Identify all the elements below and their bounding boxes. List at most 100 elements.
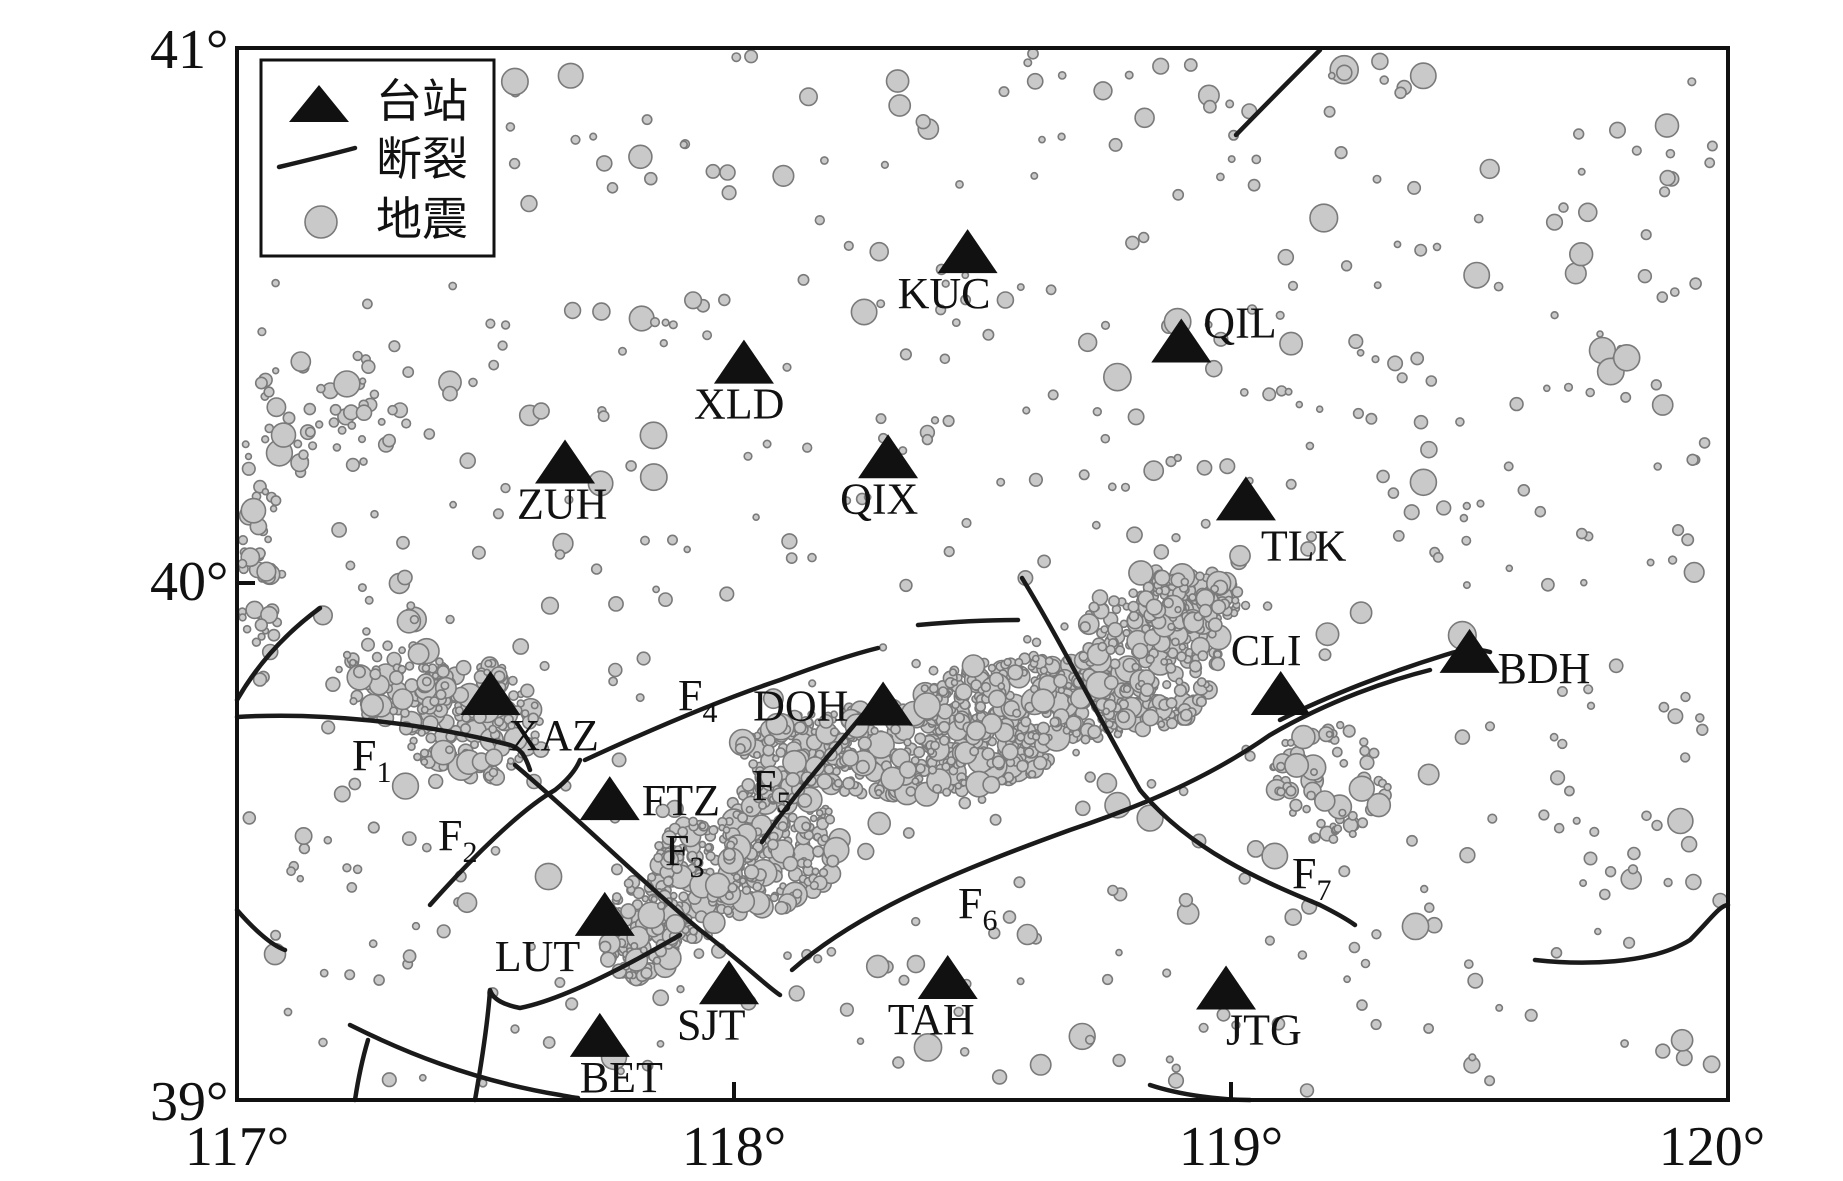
earthquake-marker: [554, 549, 566, 560]
earthquake-marker: [898, 974, 910, 986]
earthquake-marker: [352, 665, 366, 679]
earthquake-marker: [775, 747, 787, 758]
earthquake-marker: [1599, 888, 1611, 901]
earthquake-marker: [802, 858, 813, 869]
earthquake-marker: [520, 194, 538, 213]
earthquake-marker: [1200, 518, 1211, 529]
legend-fault-label: 断裂: [376, 132, 468, 186]
earthquake-marker: [1100, 625, 1109, 634]
earthquake-marker: [797, 793, 813, 808]
earthquake-marker: [958, 796, 972, 810]
earthquake-marker: [1654, 113, 1680, 138]
earthquake-marker: [1039, 666, 1049, 675]
earthquake-marker: [1393, 240, 1402, 249]
earthquake-marker: [592, 302, 611, 321]
earthquake-marker: [772, 164, 795, 187]
earthquake-marker: [1023, 634, 1032, 644]
earthquake-marker: [1484, 1075, 1496, 1087]
earthquake-marker: [1277, 248, 1295, 266]
x-tick-label: 120°: [1659, 1116, 1765, 1178]
earthquake-marker: [1231, 586, 1244, 598]
earthquake-marker: [1410, 351, 1425, 366]
earthquake-marker: [1115, 948, 1123, 957]
earthquake-marker: [254, 618, 268, 632]
earthquake-marker: [360, 637, 375, 652]
earthquake-marker: [856, 1037, 865, 1045]
earthquake-marker: [913, 746, 926, 759]
earthquake-marker: [1564, 785, 1575, 797]
y-axis-labels: 41° 40° 39°: [150, 19, 228, 1133]
earthquake-marker: [708, 825, 719, 836]
earthquake-marker: [500, 67, 529, 96]
earthquake-marker: [755, 783, 764, 792]
earthquake-marker: [1417, 763, 1440, 786]
earthquake-marker: [347, 421, 357, 430]
earthquake-marker: [824, 807, 833, 816]
earthquake-marker: [920, 684, 929, 693]
earthquake-marker: [650, 895, 658, 903]
earthquake-marker: [1463, 261, 1491, 289]
earthquake-marker: [1401, 912, 1430, 941]
earthquake-marker: [1338, 865, 1351, 878]
earthquake-marker: [1370, 1018, 1382, 1031]
earthquake-marker: [1349, 601, 1373, 625]
earthquake-marker: [1432, 242, 1442, 252]
earthquake-marker: [1686, 453, 1699, 466]
earthquake-marker: [941, 762, 951, 772]
earthquake-marker: [1706, 140, 1718, 152]
earthquake-marker: [1057, 71, 1067, 80]
earthquake-marker: [1117, 710, 1131, 724]
earthquake-marker: [704, 843, 713, 852]
earthquake-marker: [1176, 651, 1187, 662]
earthquake-marker: [1509, 396, 1524, 412]
earthquake-marker: [252, 672, 268, 687]
earthquake-marker: [448, 281, 458, 291]
earthquake-marker: [1432, 552, 1444, 563]
earthquake-marker: [661, 318, 670, 327]
fault-label-f2: F2: [438, 811, 477, 869]
earthquake-marker: [1620, 1039, 1629, 1048]
earthquake-marker: [688, 816, 698, 827]
earthquake-marker: [388, 340, 401, 353]
earthquake-marker: [1275, 310, 1285, 321]
earthquake-marker: [1180, 577, 1190, 587]
station-marker-bet: [569, 1012, 630, 1057]
earthquake-marker: [1545, 213, 1564, 231]
station-label-bet: BET: [580, 1053, 663, 1102]
earthquake-marker: [951, 700, 960, 710]
earthquake-marker: [1246, 840, 1265, 858]
earthquake-marker: [303, 402, 317, 416]
earthquake-marker: [743, 451, 753, 461]
earthquake-marker: [683, 291, 703, 310]
earthquake-marker: [809, 814, 818, 823]
earthquake-marker: [1031, 732, 1041, 741]
earthquake-marker: [625, 970, 634, 980]
earthquake-marker: [777, 821, 788, 832]
earthquake-marker: [1335, 720, 1345, 730]
earthquake-marker: [815, 809, 824, 817]
earthquake-marker: [1641, 810, 1652, 822]
earthquake-marker: [532, 402, 550, 420]
earthquake-marker: [271, 278, 280, 288]
earthquake-marker: [932, 783, 943, 794]
earthquake-marker: [367, 821, 380, 834]
earthquake-marker: [270, 422, 297, 448]
earthquake-marker: [361, 359, 376, 374]
earthquake-marker: [1049, 716, 1060, 728]
earthquake-marker: [1342, 724, 1356, 738]
earthquake-marker: [910, 755, 920, 765]
earthquake-marker: [1002, 910, 1017, 924]
earthquake-marker: [743, 864, 760, 880]
earthquake-marker: [814, 215, 825, 226]
earthquake-marker: [1334, 146, 1348, 160]
earthquake-marker: [997, 682, 1006, 691]
earthquake-marker: [333, 785, 351, 803]
earthquake-marker: [1079, 621, 1091, 633]
earthquake-marker: [961, 654, 986, 678]
earthquake-marker: [242, 811, 257, 825]
earthquake-marker: [876, 299, 886, 309]
earthquake-marker: [527, 942, 536, 952]
earthquake-marker: [782, 749, 807, 775]
earthquake-marker: [488, 359, 500, 371]
earthquake-marker: [269, 504, 278, 513]
